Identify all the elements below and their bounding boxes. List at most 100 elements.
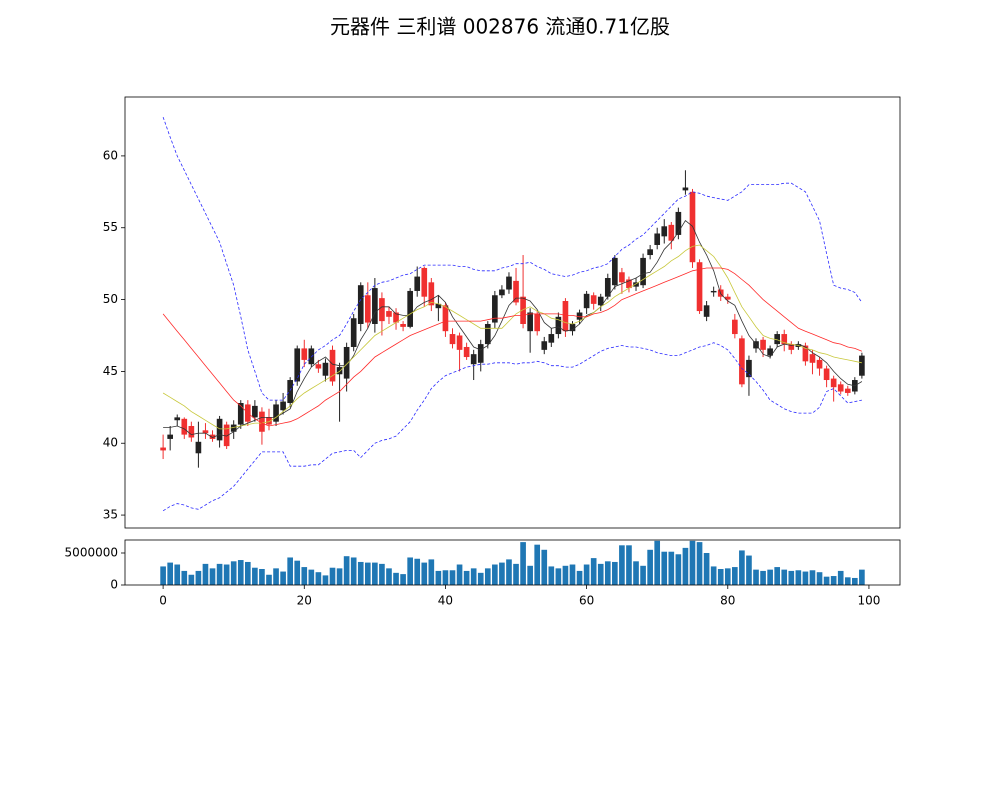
candle-body bbox=[774, 334, 781, 345]
volume-bar bbox=[647, 549, 653, 585]
volume-bar bbox=[527, 565, 533, 585]
volume-bar bbox=[428, 559, 435, 585]
volume-bar bbox=[308, 569, 315, 585]
volume-bar bbox=[442, 570, 449, 585]
volume-bar bbox=[280, 571, 286, 585]
volume-bar bbox=[188, 574, 195, 585]
volume-bar bbox=[174, 564, 181, 585]
candle-body bbox=[788, 344, 795, 350]
candle-body bbox=[767, 348, 773, 356]
volume-bar bbox=[456, 564, 463, 585]
candle-body bbox=[336, 367, 343, 375]
y-tick-label: 35 bbox=[103, 508, 118, 522]
volume-bar bbox=[315, 572, 322, 585]
volume-bar bbox=[421, 562, 428, 585]
volume-bar bbox=[237, 560, 244, 585]
candle-body bbox=[724, 296, 731, 300]
y-tick-label: 50 bbox=[103, 292, 118, 306]
candle-body bbox=[273, 404, 279, 422]
candle-body bbox=[223, 424, 230, 447]
volume-bar bbox=[724, 568, 731, 585]
volume-bar bbox=[668, 551, 675, 585]
volume-bar bbox=[710, 566, 717, 585]
candle-body bbox=[350, 318, 357, 347]
volume-bar bbox=[202, 563, 209, 585]
candle-body bbox=[357, 285, 364, 324]
volume-bar bbox=[195, 570, 202, 585]
volume-bar bbox=[781, 569, 788, 585]
volume-bar bbox=[859, 569, 865, 585]
volume-bar bbox=[499, 562, 505, 585]
candle-body bbox=[372, 288, 378, 324]
candle-body bbox=[188, 425, 195, 438]
candle-body bbox=[280, 401, 286, 411]
candle-body bbox=[343, 346, 350, 379]
volume-bar bbox=[760, 570, 766, 585]
candle-body bbox=[576, 312, 583, 320]
volume-bar bbox=[160, 566, 166, 585]
candle-body bbox=[266, 417, 272, 425]
candle-body bbox=[746, 359, 752, 378]
candle-body bbox=[844, 388, 851, 393]
candle-body bbox=[456, 335, 463, 350]
volume-bar bbox=[534, 544, 541, 585]
candle-body bbox=[421, 267, 428, 297]
candle-body bbox=[583, 293, 590, 309]
volume-bar bbox=[379, 563, 385, 585]
volume-bar bbox=[506, 559, 512, 585]
y-tick-label: 0 bbox=[110, 578, 118, 592]
candle-body bbox=[619, 272, 625, 283]
volume-bar bbox=[626, 545, 632, 585]
volume-bar bbox=[393, 572, 399, 585]
axes-frame bbox=[124, 539, 901, 586]
candle-body bbox=[386, 311, 392, 317]
volume-bar bbox=[484, 568, 491, 585]
candle-body bbox=[823, 368, 830, 381]
volume-bar bbox=[301, 567, 308, 585]
volume-bar bbox=[364, 562, 371, 585]
candle-body bbox=[308, 348, 315, 365]
candle-body bbox=[506, 276, 512, 290]
candle-body bbox=[209, 434, 216, 439]
candle-body bbox=[590, 295, 597, 304]
volume-bar bbox=[619, 545, 625, 585]
line bbox=[162, 342, 862, 512]
candle-body bbox=[696, 262, 703, 312]
candle-body bbox=[499, 289, 505, 296]
candle-body bbox=[252, 405, 258, 418]
line bbox=[163, 220, 863, 438]
y-tick-label: 5000000 bbox=[65, 545, 118, 559]
volume-bar bbox=[569, 564, 576, 585]
line bbox=[162, 116, 863, 401]
candle-body bbox=[167, 434, 173, 439]
volume-bar bbox=[209, 568, 216, 585]
volume-bar bbox=[816, 572, 823, 585]
candle-body bbox=[520, 296, 526, 324]
candle-body bbox=[216, 418, 223, 441]
candle-body bbox=[809, 354, 816, 363]
volume-bar bbox=[703, 552, 710, 585]
x-tick-label: 40 bbox=[438, 594, 453, 608]
candle-body bbox=[287, 380, 293, 404]
y-tick-label: 55 bbox=[103, 220, 118, 234]
volume-bar bbox=[259, 568, 265, 585]
volume-bar bbox=[223, 564, 230, 585]
volume-bar bbox=[477, 572, 484, 585]
volume-bar bbox=[675, 554, 682, 585]
volume-bar bbox=[739, 550, 745, 585]
candle-body bbox=[682, 187, 689, 191]
candle-body bbox=[633, 282, 639, 287]
volume-bar bbox=[753, 569, 759, 585]
candle-body bbox=[322, 362, 329, 376]
candle-body bbox=[816, 359, 823, 369]
candle-body bbox=[301, 348, 308, 360]
candle-body bbox=[329, 349, 336, 382]
volume-bar bbox=[809, 570, 816, 585]
volume-bar bbox=[717, 568, 724, 585]
volume-bar bbox=[167, 562, 173, 585]
volume-bar bbox=[322, 575, 329, 585]
candle-body bbox=[174, 417, 181, 421]
volume-bar bbox=[513, 563, 519, 585]
